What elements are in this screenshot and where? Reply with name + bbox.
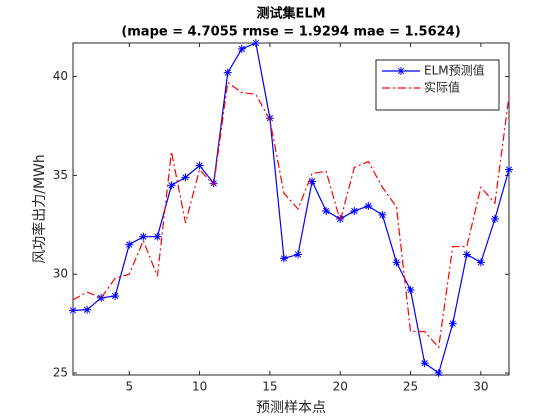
marker (237, 44, 246, 53)
marker (462, 250, 471, 259)
legend-box (375, 59, 500, 111)
marker (490, 214, 499, 223)
marker (111, 291, 120, 300)
y-tick-label: 30 (53, 267, 68, 281)
chart-title: 测试集ELM (256, 6, 325, 22)
marker (251, 39, 260, 47)
x-tick-label: 20 (333, 380, 348, 394)
marker (181, 173, 190, 182)
marker (308, 177, 317, 186)
x-tick-label: 15 (262, 380, 277, 394)
marker (322, 206, 331, 215)
marker (420, 359, 429, 368)
x-tick-label: 25 (403, 380, 418, 394)
chart-subtitle: (mape = 4.7055 rmse = 1.9294 mae = 1.562… (121, 25, 460, 40)
marker (83, 305, 92, 314)
marker (139, 232, 148, 241)
marker (265, 114, 274, 123)
legend-label: 实际值 (424, 80, 460, 95)
marker (167, 181, 176, 190)
marker (406, 286, 415, 295)
marker (378, 210, 387, 219)
marker (223, 68, 232, 77)
marker (364, 202, 373, 211)
marker (294, 250, 303, 259)
marker (505, 165, 513, 174)
marker (448, 319, 457, 328)
legend-label: ELM预测值 (424, 63, 485, 78)
x-tick-label: 30 (473, 380, 488, 394)
y-axis-label: 风功率出力/MWh (31, 154, 48, 264)
marker (279, 254, 288, 263)
y-tick-label: 40 (53, 69, 68, 83)
marker (125, 240, 134, 249)
marker (350, 206, 359, 215)
marker (153, 232, 162, 241)
x-axis-label: 预测样本点 (256, 400, 326, 416)
legend-marker (397, 67, 405, 75)
marker (476, 258, 485, 267)
marker (195, 161, 204, 170)
marker (97, 293, 106, 302)
marker (69, 306, 77, 315)
x-tick-label: 5 (125, 380, 133, 394)
x-tick-label: 10 (192, 380, 207, 394)
series-line (72, 81, 510, 349)
marker (434, 369, 443, 378)
y-tick-label: 25 (53, 366, 68, 380)
marker (392, 258, 401, 267)
y-tick-label: 35 (53, 168, 68, 182)
